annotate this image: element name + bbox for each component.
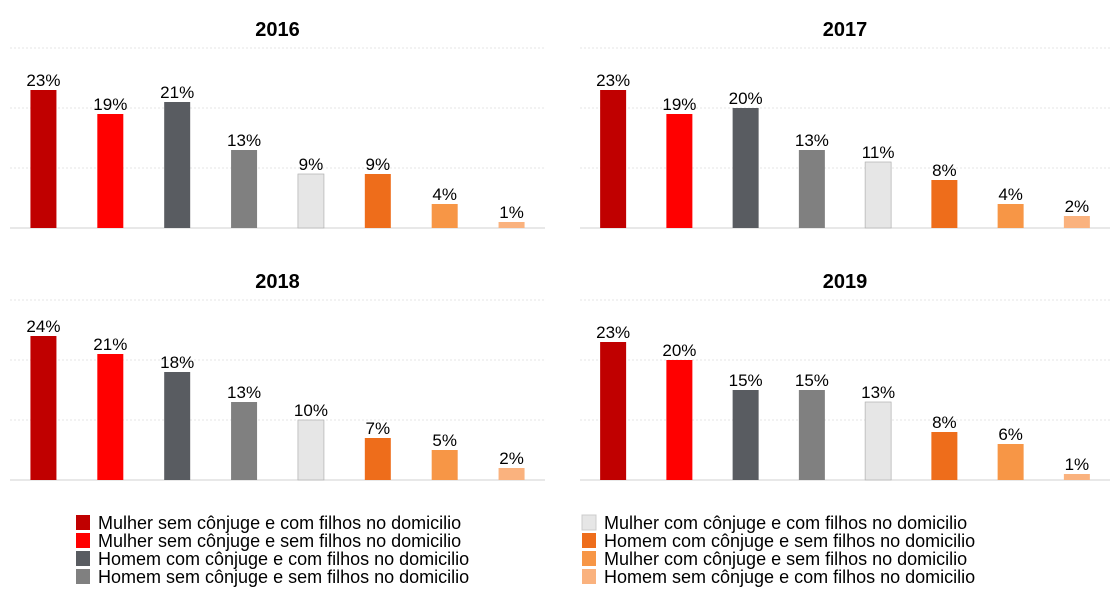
data-label: 19% — [93, 95, 127, 114]
data-label: 4% — [432, 185, 457, 204]
bar — [97, 114, 124, 228]
data-label: 1% — [499, 203, 524, 222]
data-label: 15% — [729, 371, 763, 390]
bar — [231, 150, 258, 228]
bar — [864, 401, 892, 481]
legend-swatch — [76, 533, 90, 548]
bar — [30, 90, 57, 228]
bar — [97, 354, 124, 480]
bar — [997, 204, 1024, 228]
bar — [666, 114, 693, 228]
data-label: 18% — [160, 353, 194, 372]
chart-title: 2019 — [823, 271, 868, 293]
bar — [732, 390, 759, 480]
bar — [297, 419, 325, 481]
bar — [798, 150, 825, 228]
data-label: 21% — [93, 335, 127, 354]
data-label: 8% — [932, 161, 957, 180]
bar — [364, 438, 391, 480]
legend-label: Mulher sem cônjuge e sem filhos no domic… — [98, 531, 461, 551]
legend-swatch — [76, 569, 90, 584]
legend-label: Mulher com cônjuge e com filhos no domic… — [604, 513, 967, 533]
bar — [997, 444, 1024, 480]
legend-swatch — [582, 533, 596, 548]
data-label: 21% — [160, 83, 194, 102]
data-label: 11% — [862, 143, 895, 162]
bar — [164, 102, 191, 228]
bar — [231, 402, 258, 480]
data-label: 24% — [26, 317, 60, 336]
data-label: 6% — [998, 425, 1023, 444]
data-label: 13% — [227, 383, 261, 402]
bar — [297, 173, 325, 229]
bar — [364, 174, 391, 228]
chart-title: 2016 — [255, 19, 300, 41]
legend-swatch — [76, 515, 90, 530]
legend-label: Homem sem cônjuge e com filhos no domici… — [604, 567, 975, 587]
legend-label: Mulher com cônjuge e sem filhos no domic… — [604, 549, 967, 569]
bar — [164, 372, 191, 480]
legend-swatch — [582, 569, 596, 584]
legend-swatch — [76, 551, 90, 566]
bar — [431, 204, 458, 228]
data-label: 15% — [795, 371, 829, 390]
data-label: 10% — [294, 401, 328, 420]
bar — [1063, 216, 1090, 228]
bar — [1063, 474, 1090, 480]
bar — [864, 161, 892, 229]
legend-label: Mulher sem cônjuge e com filhos no domic… — [98, 513, 461, 533]
bar — [498, 468, 525, 480]
chart-title: 2018 — [255, 271, 300, 293]
data-label: 5% — [432, 431, 457, 450]
legend-label: Homem sem cônjuge e sem filhos no domici… — [98, 567, 469, 587]
bar — [798, 390, 825, 480]
legend-swatch — [581, 514, 597, 531]
bar — [600, 90, 627, 228]
data-label: 2% — [1065, 197, 1090, 216]
legend-label: Homem com cônjuge e com filhos no domici… — [98, 549, 469, 569]
bar — [666, 360, 693, 480]
data-label: 13% — [227, 131, 261, 150]
data-label: 13% — [861, 383, 895, 402]
chart-title: 2017 — [823, 19, 868, 41]
bar — [498, 222, 525, 228]
data-label: 13% — [795, 131, 829, 150]
legend-swatch — [582, 551, 596, 566]
data-label: 19% — [662, 95, 696, 114]
bar — [30, 336, 57, 480]
data-label: 2% — [499, 449, 524, 468]
bar — [431, 450, 458, 480]
data-label: 20% — [729, 89, 763, 108]
data-label: 23% — [26, 71, 60, 90]
data-label: 1% — [1065, 455, 1090, 474]
data-label: 7% — [366, 419, 391, 438]
bar — [931, 432, 958, 480]
data-label: 20% — [662, 341, 696, 360]
legend-label: Homem com cônjuge e sem filhos no domici… — [604, 531, 975, 551]
data-label: 9% — [366, 155, 391, 174]
data-label: 4% — [998, 185, 1023, 204]
bar — [732, 108, 759, 228]
bar — [931, 180, 958, 228]
data-label: 8% — [932, 413, 957, 432]
bar — [600, 342, 627, 480]
data-label: 23% — [596, 71, 630, 90]
data-label: 23% — [596, 323, 630, 342]
data-label: 9% — [299, 155, 324, 174]
